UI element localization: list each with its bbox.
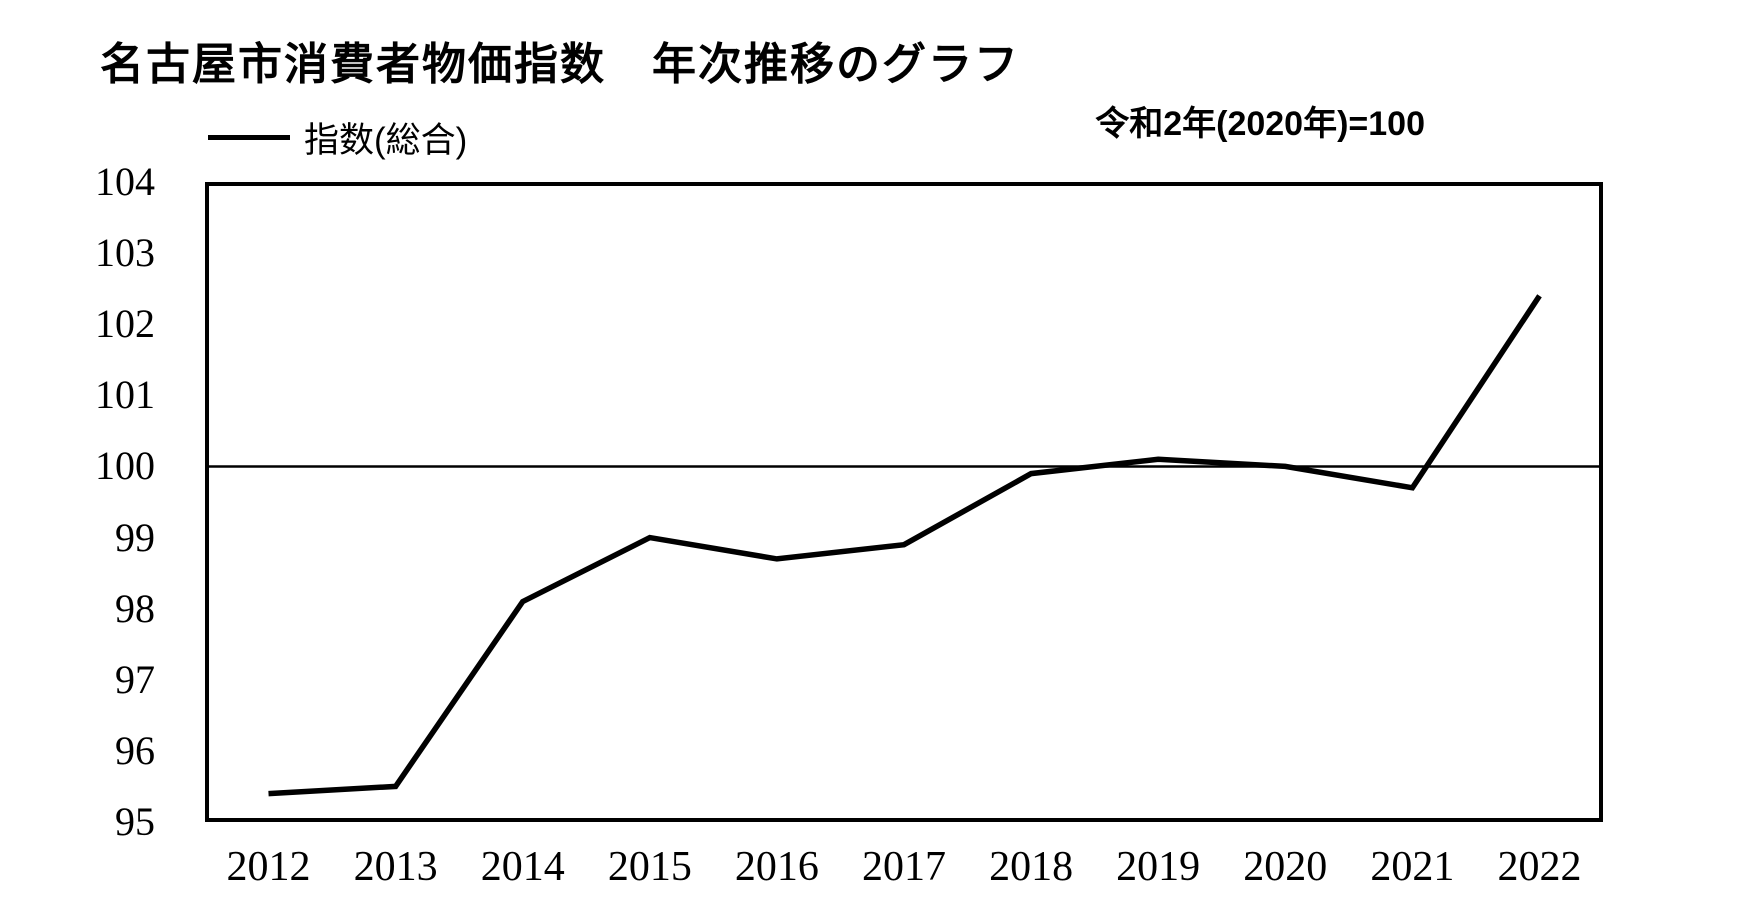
x-tick-label: 2014 bbox=[480, 844, 565, 890]
x-tick-label: 2021 bbox=[1370, 844, 1455, 890]
legend-line-swatch-icon bbox=[208, 135, 290, 140]
y-tick-label: 101 bbox=[95, 372, 155, 418]
y-tick-label: 99 bbox=[115, 514, 155, 560]
chart-title: 名古屋市消費者物価指数 年次推移のグラフ bbox=[100, 40, 1020, 89]
y-tick-label: 104 bbox=[95, 159, 155, 204]
x-tick-label: 2015 bbox=[607, 844, 692, 890]
x-tick-label: 2022 bbox=[1497, 844, 1582, 890]
x-tick-label: 2018 bbox=[989, 844, 1074, 890]
y-tick-label: 100 bbox=[95, 443, 155, 489]
plot-svg bbox=[205, 294, 1603, 797]
base-year-note: 令和2年(2020年)=100 bbox=[1095, 105, 1425, 143]
legend: 指数(総合) bbox=[208, 112, 467, 163]
y-tick-label: 96 bbox=[115, 727, 155, 773]
plot-area bbox=[205, 182, 1603, 822]
y-tick-label: 98 bbox=[115, 585, 155, 631]
x-tick-label: 2016 bbox=[734, 844, 819, 890]
x-tick-label: 2017 bbox=[862, 844, 946, 890]
x-tick-label: 2019 bbox=[1116, 844, 1201, 890]
y-tick-label: 97 bbox=[115, 656, 155, 702]
x-tick-label: 2013 bbox=[353, 844, 438, 890]
y-tick-label: 103 bbox=[95, 230, 155, 276]
x-tick-label: 2020 bbox=[1243, 844, 1328, 890]
y-tick-label: 102 bbox=[95, 301, 155, 347]
y-tick-label: 95 bbox=[115, 799, 155, 844]
cpi-series-line bbox=[268, 294, 1542, 797]
x-tick-label: 2012 bbox=[226, 844, 311, 890]
legend-series-label: 指数(総合) bbox=[304, 121, 468, 160]
